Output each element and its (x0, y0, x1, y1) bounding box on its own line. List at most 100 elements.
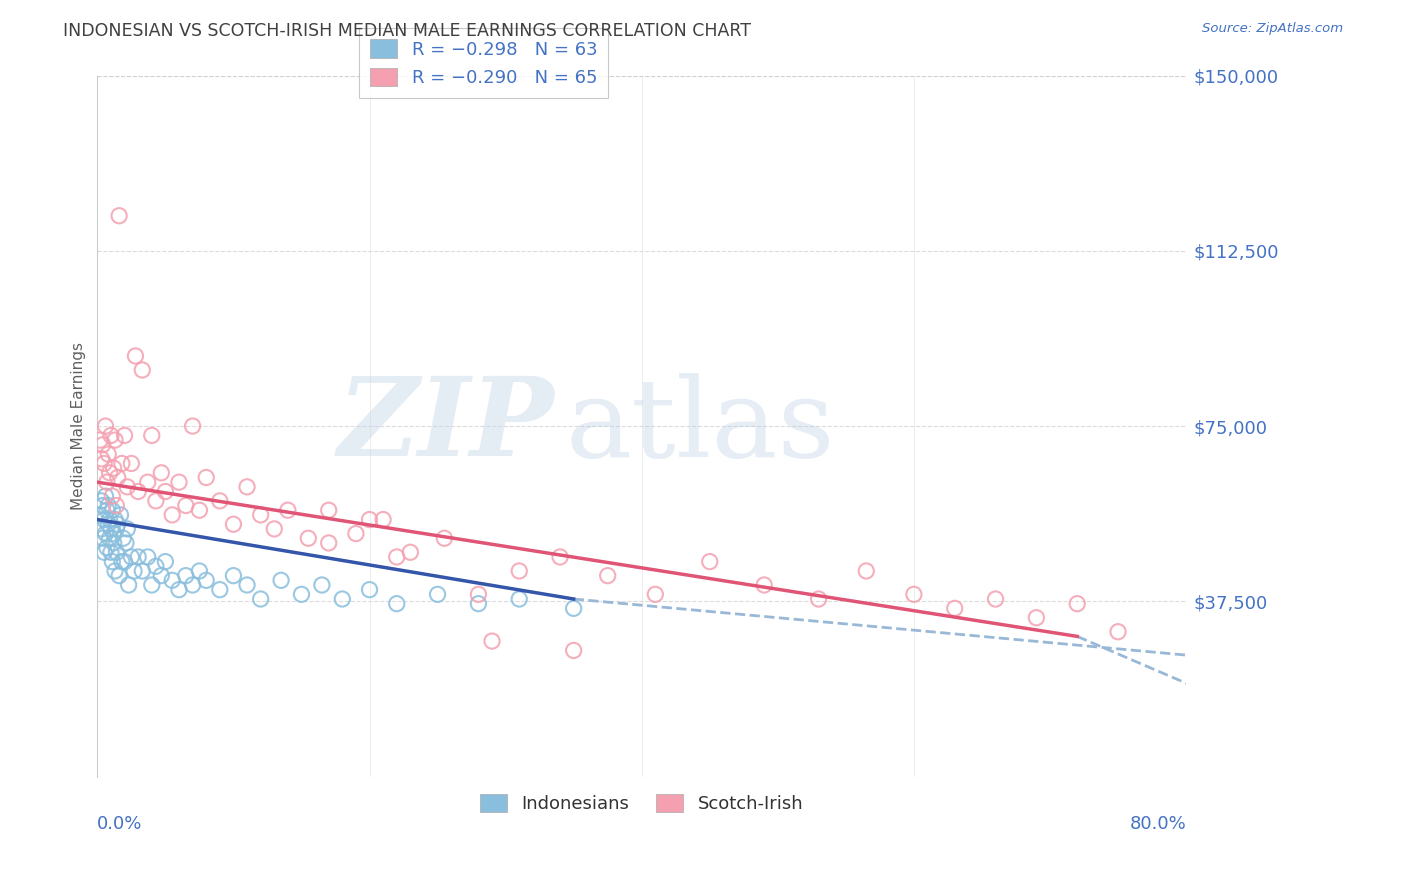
Point (181, 419, 204, 434)
Point (104, 512, 127, 526)
Point (114, 555, 136, 569)
Point (359, 512, 381, 526)
Point (94, 489, 117, 503)
Point (98, 466, 121, 480)
Point (91, 438, 114, 452)
Point (96, 541, 118, 555)
Text: atlas: atlas (565, 373, 835, 480)
Point (117, 522, 139, 536)
Point (249, 508, 271, 522)
Point (101, 555, 124, 569)
Point (1066, 597, 1088, 611)
Point (96, 475, 118, 490)
Point (115, 536, 138, 550)
Point (101, 503, 124, 517)
Point (97, 499, 120, 513)
Point (127, 549, 149, 564)
Point (373, 512, 395, 526)
Point (318, 536, 340, 550)
Point (89, 433, 111, 447)
Point (467, 597, 489, 611)
Point (105, 522, 128, 536)
Point (141, 428, 163, 442)
Point (111, 555, 134, 569)
Point (107, 517, 129, 532)
Point (131, 564, 153, 578)
Point (108, 568, 131, 582)
Point (104, 564, 127, 578)
Point (903, 587, 925, 601)
Point (426, 587, 449, 601)
Point (508, 564, 530, 578)
Point (699, 555, 721, 569)
Point (160, 574, 183, 588)
Point (127, 484, 149, 499)
Point (508, 592, 530, 607)
Point (263, 522, 285, 536)
Point (94, 526, 117, 541)
Point (181, 578, 204, 592)
Point (136, 549, 159, 564)
Point (98, 512, 121, 526)
Point (122, 564, 145, 578)
Point (101, 489, 124, 503)
Point (385, 549, 408, 564)
Point (208, 582, 231, 597)
Point (855, 564, 877, 578)
Point (93, 457, 115, 471)
Text: INDONESIAN VS SCOTCH-IRISH MEDIAN MALE EARNINGS CORRELATION CHART: INDONESIAN VS SCOTCH-IRISH MEDIAN MALE E… (63, 22, 751, 40)
Point (90, 451, 112, 466)
Point (114, 428, 136, 442)
Point (100, 522, 122, 536)
Point (103, 536, 125, 550)
Point (93, 512, 115, 526)
Point (277, 503, 299, 517)
Point (136, 475, 159, 490)
Point (644, 587, 666, 601)
Point (150, 568, 173, 582)
Text: 80.0%: 80.0% (1129, 815, 1187, 833)
Point (97, 517, 120, 532)
Y-axis label: Median Male Earnings: Median Male Earnings (72, 342, 86, 510)
Legend: Indonesians, Scotch-Irish: Indonesians, Scotch-Irish (472, 787, 811, 820)
Point (141, 578, 163, 592)
Text: Source: ZipAtlas.com: Source: ZipAtlas.com (1202, 22, 1343, 36)
Point (562, 601, 585, 615)
Point (433, 531, 456, 545)
Point (98, 531, 121, 545)
Point (97, 447, 120, 461)
Point (984, 592, 1007, 607)
Point (1025, 610, 1047, 624)
Point (104, 433, 127, 447)
Text: 0.0%: 0.0% (97, 815, 143, 833)
Point (208, 493, 231, 508)
Point (93, 545, 115, 559)
Point (131, 363, 153, 377)
Point (1107, 624, 1129, 639)
Point (145, 493, 167, 508)
Point (562, 643, 585, 657)
Point (290, 587, 312, 601)
Point (188, 503, 211, 517)
Point (103, 526, 125, 541)
Point (103, 461, 125, 475)
Point (188, 564, 211, 578)
Point (110, 508, 132, 522)
Point (359, 582, 381, 597)
Point (596, 568, 619, 582)
Point (754, 578, 776, 592)
Point (167, 475, 190, 490)
Text: ZIP: ZIP (337, 372, 554, 480)
Point (270, 574, 292, 588)
Point (399, 545, 422, 559)
Point (145, 559, 167, 574)
Point (90, 493, 112, 508)
Point (481, 634, 503, 648)
Point (100, 428, 122, 442)
Point (107, 470, 129, 484)
Point (89, 508, 111, 522)
Point (150, 466, 173, 480)
Point (108, 209, 131, 223)
Point (344, 526, 367, 541)
Point (167, 582, 190, 597)
